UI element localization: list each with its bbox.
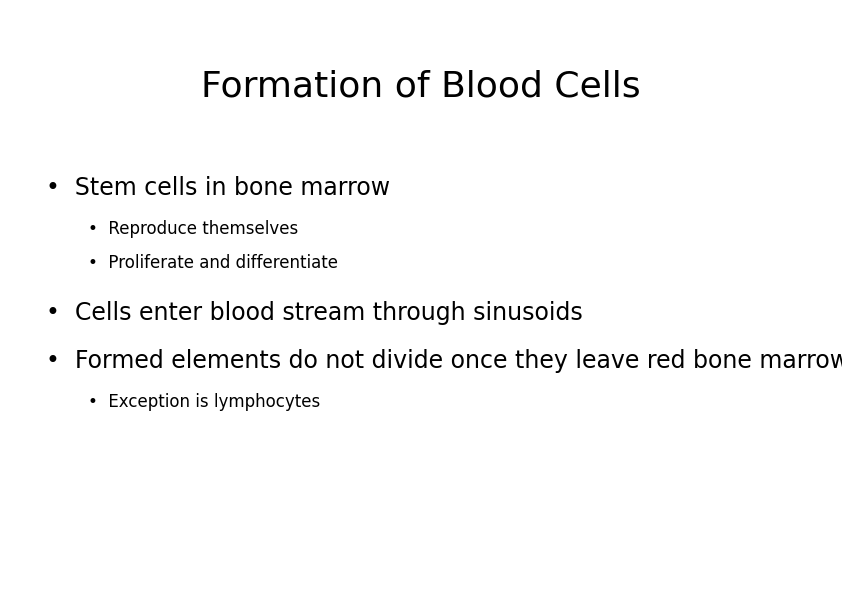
Text: •  Cells enter blood stream through sinusoids: • Cells enter blood stream through sinus… — [46, 301, 583, 325]
Text: •  Reproduce themselves: • Reproduce themselves — [88, 221, 299, 238]
Text: •  Exception is lymphocytes: • Exception is lymphocytes — [88, 393, 321, 411]
Text: •  Formed elements do not divide once they leave red bone marrow: • Formed elements do not divide once the… — [46, 349, 842, 372]
Text: •  Proliferate and differentiate: • Proliferate and differentiate — [88, 254, 338, 272]
Text: •  Stem cells in bone marrow: • Stem cells in bone marrow — [46, 176, 391, 200]
Text: Formation of Blood Cells: Formation of Blood Cells — [201, 69, 641, 104]
